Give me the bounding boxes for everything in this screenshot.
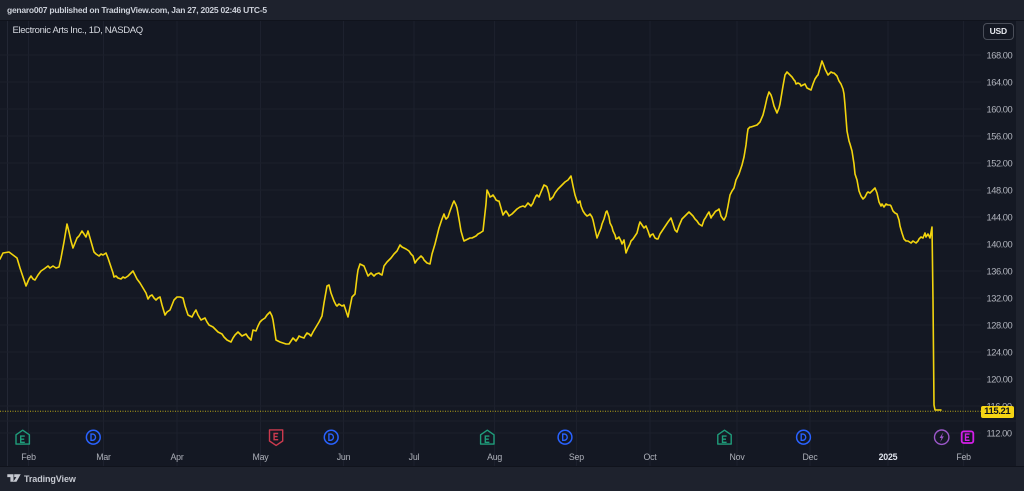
svg-text:132.00: 132.00 <box>987 293 1013 303</box>
svg-text:160.00: 160.00 <box>987 104 1013 114</box>
svg-text:136.00: 136.00 <box>987 266 1013 276</box>
svg-text:Aug: Aug <box>487 452 502 462</box>
svg-text:164.00: 164.00 <box>987 77 1013 87</box>
svg-text:124.00: 124.00 <box>987 347 1013 357</box>
svg-text:Feb: Feb <box>21 452 36 462</box>
svg-text:2025: 2025 <box>879 452 898 462</box>
svg-text:Feb: Feb <box>956 452 971 462</box>
svg-text:112.00: 112.00 <box>987 428 1012 438</box>
svg-text:168.00: 168.00 <box>987 50 1013 60</box>
svg-text:Apr: Apr <box>170 452 183 462</box>
svg-text:Jul: Jul <box>409 452 420 462</box>
svg-text:140.00: 140.00 <box>987 239 1013 249</box>
svg-text:May: May <box>252 452 269 462</box>
svg-text:128.00: 128.00 <box>987 320 1013 330</box>
svg-text:Dec: Dec <box>802 452 818 462</box>
svg-text:144.00: 144.00 <box>987 212 1013 222</box>
svg-text:Sep: Sep <box>569 452 584 462</box>
svg-text:148.00: 148.00 <box>987 185 1013 195</box>
svg-text:152.00: 152.00 <box>987 158 1013 168</box>
svg-text:156.00: 156.00 <box>987 131 1013 141</box>
svg-text:Mar: Mar <box>96 452 111 462</box>
svg-text:120.00: 120.00 <box>987 374 1013 384</box>
svg-text:Jun: Jun <box>337 452 351 462</box>
svg-text:Nov: Nov <box>729 452 745 462</box>
svg-text:Oct: Oct <box>643 452 657 462</box>
